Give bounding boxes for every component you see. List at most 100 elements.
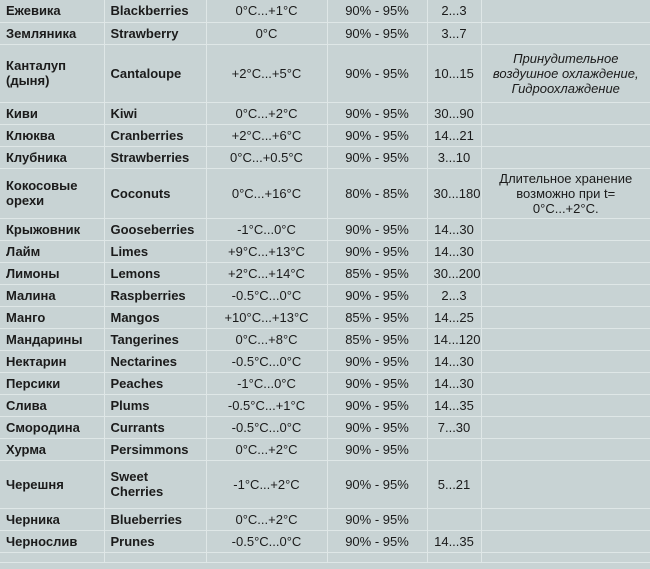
table-row: Клюква Cranberries +2°C...+6°C 90% - 95% 14.…	[0, 124, 650, 147]
cell-note: Длительное хранение возможно при t= 0°C.…	[481, 168, 650, 219]
cell-name-ru: Крыжовник	[0, 218, 105, 241]
cell-name-ru: Чернослив	[0, 530, 105, 553]
cell-name-en: Strawberry	[104, 22, 207, 45]
cell-name-en: Mangos	[104, 306, 207, 329]
cell-storage-days: 10...15	[427, 44, 482, 103]
cell-temperature: 0°C...+1°C	[206, 0, 328, 23]
cell-name-ru: Клюква	[0, 124, 105, 147]
cell-humidity: 90% - 95%	[327, 394, 428, 417]
cell-note	[481, 306, 650, 329]
cell-note: Принудительное воздушное охлаждение, Гид…	[481, 44, 650, 103]
cell-note	[481, 416, 650, 439]
cell-storage-days: 14...30	[427, 240, 482, 263]
cell-name-ru: Персики	[0, 372, 105, 395]
cell-name-en: Plums	[104, 394, 207, 417]
cell-note	[481, 350, 650, 373]
table-row: Персики Peaches -1°C...0°C 90% - 95% 14...30	[0, 372, 650, 395]
cell-humidity: 90% - 95%	[327, 530, 428, 553]
cell-storage-days: 14...30	[427, 350, 482, 373]
table-row: Хурма Persimmons 0°C...+2°C 90% - 95%	[0, 438, 650, 461]
cell-temperature: 0°C...+8°C	[206, 328, 328, 351]
cell-storage-days: 3...7	[427, 22, 482, 45]
cell-note	[481, 146, 650, 169]
cell-humidity: 90% - 95%	[327, 218, 428, 241]
cell-name-en: Currants	[104, 416, 207, 439]
cell-storage-days: 14...21	[427, 124, 482, 147]
cell-name-ru: Малина	[0, 284, 105, 307]
cell-temperature: 0°C...+2°C	[206, 438, 328, 461]
cell-storage-days: 2...3	[427, 284, 482, 307]
cell-humidity: 90% - 95%	[327, 124, 428, 147]
cell-note	[481, 328, 650, 351]
cell-humidity: 90% - 95%	[327, 44, 428, 103]
cell-humidity: 90% - 95%	[327, 0, 428, 23]
cell-humidity: 90% - 95%	[327, 416, 428, 439]
cell-name-en: Coconuts	[104, 168, 207, 219]
cell-storage-days: 3...10	[427, 146, 482, 169]
table-row: Смородина Currants -0.5°C...0°C 90% - 95% 7.…	[0, 416, 650, 439]
cell-storage-days: 14...30	[427, 372, 482, 395]
cell-note	[481, 0, 650, 23]
cell-name-en: Prunes	[104, 530, 207, 553]
cell-temperature: +9°C...+13°C	[206, 240, 328, 263]
table-row-partial	[0, 552, 650, 563]
cell-note	[481, 284, 650, 307]
cell-name-ru: Мандарины	[0, 328, 105, 351]
table-row: Нектарин Nectarines -0.5°C...0°C 90% - 95% 1…	[0, 350, 650, 373]
cell-temperature: 0°C...+2°C	[206, 102, 328, 125]
cell-name-en: Kiwi	[104, 102, 207, 125]
table-row: Кокосовые орехи Coconuts 0°C...+16°C 80% - …	[0, 168, 650, 219]
cell-temperature: +2°C...+14°C	[206, 262, 328, 285]
cell-temperature: -0.5°C...+1°C	[206, 394, 328, 417]
table-row: Малина Raspberries -0.5°C...0°C 90% - 95% 2.…	[0, 284, 650, 307]
cell-storage-days: 30...90	[427, 102, 482, 125]
cell-storage-days: 2...3	[427, 0, 482, 23]
cell-storage-days: 5...21	[427, 460, 482, 509]
cell-note	[481, 124, 650, 147]
cell-temperature: 0°C...+2°C	[206, 508, 328, 531]
cell-name-en: Gooseberries	[104, 218, 207, 241]
table-row: Черешня Sweet Cherries -1°C...+2°C 90% - 95…	[0, 460, 650, 509]
cell-name-en: Raspberries	[104, 284, 207, 307]
cell-note	[481, 530, 650, 553]
cell-name-ru: Смородина	[0, 416, 105, 439]
cell-storage-days: 14...120	[427, 328, 482, 351]
cell-note	[481, 218, 650, 241]
table-row: Лайм Limes +9°C...+13°C 90% - 95% 14...30	[0, 240, 650, 263]
cell-name-en: Peaches	[104, 372, 207, 395]
cell-temperature: -0.5°C...0°C	[206, 530, 328, 553]
cell-name-en: Cranberries	[104, 124, 207, 147]
cell-note	[481, 102, 650, 125]
cell-storage-days: 14...25	[427, 306, 482, 329]
cell-name-en: Tangerines	[104, 328, 207, 351]
cell-humidity: 90% - 95%	[327, 438, 428, 461]
cell-storage-days: 7...30	[427, 416, 482, 439]
cell-name-ru: Киви	[0, 102, 105, 125]
cell-storage-days: 30...200	[427, 262, 482, 285]
cell-temperature: -1°C...+2°C	[206, 460, 328, 509]
table-row: Киви Kiwi 0°C...+2°C 90% - 95% 30...90	[0, 102, 650, 125]
cell-storage-days: 14...35	[427, 530, 482, 553]
cell-name-en: Limes	[104, 240, 207, 263]
cell-name-ru: Хурма	[0, 438, 105, 461]
cell-humidity: 90% - 95%	[327, 102, 428, 125]
cell-note	[481, 240, 650, 263]
cell-note	[481, 372, 650, 395]
cell-name-ru: Лимоны	[0, 262, 105, 285]
cell-name-ru: Лайм	[0, 240, 105, 263]
cell-name-en: Sweet Cherries	[104, 460, 207, 509]
cell-humidity: 85% - 95%	[327, 262, 428, 285]
table-row: Манго Mangos +10°C...+13°C 85% - 95% 14...25	[0, 306, 650, 329]
table-row: Канталуп (дыня) Cantaloupe +2°C...+5°C 90% …	[0, 44, 650, 103]
cell-name-en: Nectarines	[104, 350, 207, 373]
cell-temperature: 0°C...+0.5°C	[206, 146, 328, 169]
cell-note	[481, 460, 650, 509]
cell-note	[481, 394, 650, 417]
cell-storage-days: 30...180	[427, 168, 482, 219]
cell-name-ru: Слива	[0, 394, 105, 417]
cell-note	[481, 508, 650, 531]
cell-empty	[427, 552, 482, 563]
cell-name-en: Strawberries	[104, 146, 207, 169]
table-row: Лимоны Lemons +2°C...+14°C 85% - 95% 30...20…	[0, 262, 650, 285]
